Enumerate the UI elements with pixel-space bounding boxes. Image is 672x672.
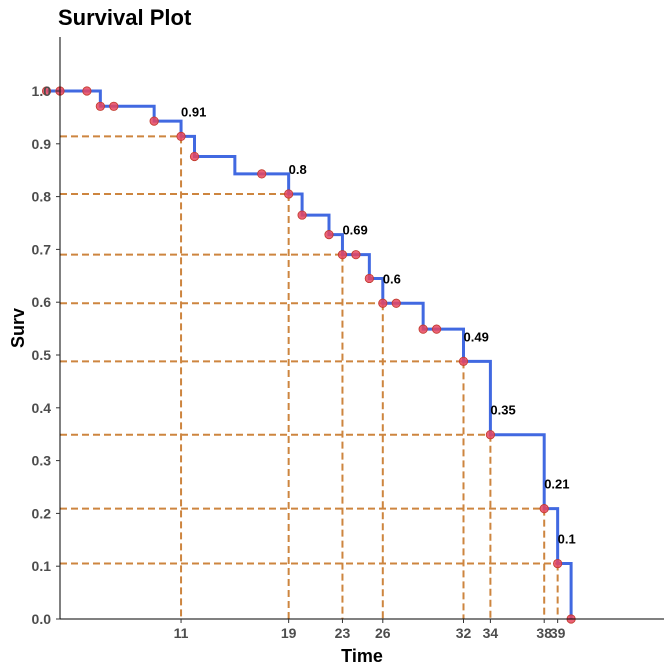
reference-lines bbox=[60, 135, 559, 619]
event-point bbox=[95, 101, 105, 111]
event-point bbox=[458, 356, 469, 366]
data-label: 0.6 bbox=[383, 271, 401, 286]
event-point bbox=[337, 250, 348, 260]
data-label: 0.1 bbox=[558, 532, 576, 547]
event-point bbox=[257, 169, 267, 179]
y-tick-label: 0.5 bbox=[32, 347, 52, 363]
data-label: 0.35 bbox=[490, 403, 515, 418]
event-point bbox=[41, 86, 52, 96]
event-point bbox=[189, 151, 200, 162]
event-point bbox=[418, 324, 428, 334]
x-tick-label: 26 bbox=[375, 625, 391, 641]
x-tick-label: 39 bbox=[550, 625, 566, 641]
y-tick-label: 0.0 bbox=[32, 611, 52, 627]
y-tick-label: 0.7 bbox=[32, 241, 52, 257]
event-point bbox=[485, 430, 495, 440]
y-tick-label: 0.2 bbox=[32, 505, 52, 521]
event-point bbox=[539, 504, 549, 514]
data-labels: 0.91 0.8 0.69 0.6 0.49 0.35 0.21 0.1 bbox=[181, 104, 576, 546]
event-points bbox=[41, 86, 576, 624]
survival-step-line bbox=[46, 89, 573, 619]
x-tick-label: 38 bbox=[536, 625, 552, 641]
event-point bbox=[297, 210, 307, 220]
x-tick-label: 34 bbox=[483, 625, 499, 641]
y-tick-label: 0.1 bbox=[32, 558, 52, 574]
event-point bbox=[109, 101, 119, 111]
event-point bbox=[351, 250, 361, 260]
event-point bbox=[149, 116, 159, 126]
survival-curve bbox=[46, 89, 573, 619]
data-label: 0.49 bbox=[464, 329, 489, 344]
y-tick-label: 0.4 bbox=[32, 400, 52, 416]
event-point bbox=[284, 189, 294, 199]
event-point bbox=[378, 298, 388, 308]
y-tick-label: 1.0 bbox=[32, 83, 52, 99]
chart-title: Survival Plot bbox=[58, 5, 192, 30]
event-point bbox=[82, 86, 92, 96]
data-label: 0.69 bbox=[342, 223, 367, 238]
event-point bbox=[553, 558, 563, 569]
y-tick-label: 0.3 bbox=[32, 453, 52, 469]
y-axis-title: Surv bbox=[8, 308, 28, 348]
event-point bbox=[176, 131, 186, 142]
data-label: 0.91 bbox=[181, 104, 206, 119]
event-point bbox=[431, 324, 442, 334]
x-tick-label: 23 bbox=[335, 625, 351, 641]
data-label: 0.21 bbox=[544, 477, 569, 492]
y-tick-label: 0.6 bbox=[32, 294, 52, 310]
y-axis-ticks: 0.0 0.1 0.2 0.3 0.4 0.5 0.6 0.7 0.8 0.9 1.0 bbox=[32, 83, 60, 627]
data-label: 0.8 bbox=[289, 162, 307, 177]
x-tick-label: 11 bbox=[174, 625, 189, 641]
event-point bbox=[391, 298, 401, 308]
event-point bbox=[324, 230, 334, 240]
y-tick-label: 0.8 bbox=[32, 189, 52, 205]
x-axis-title: Time bbox=[341, 646, 383, 666]
y-tick-label: 0.9 bbox=[32, 136, 52, 152]
x-tick-label: 19 bbox=[281, 625, 297, 641]
x-tick-label: 32 bbox=[456, 625, 472, 641]
event-point bbox=[364, 273, 374, 284]
